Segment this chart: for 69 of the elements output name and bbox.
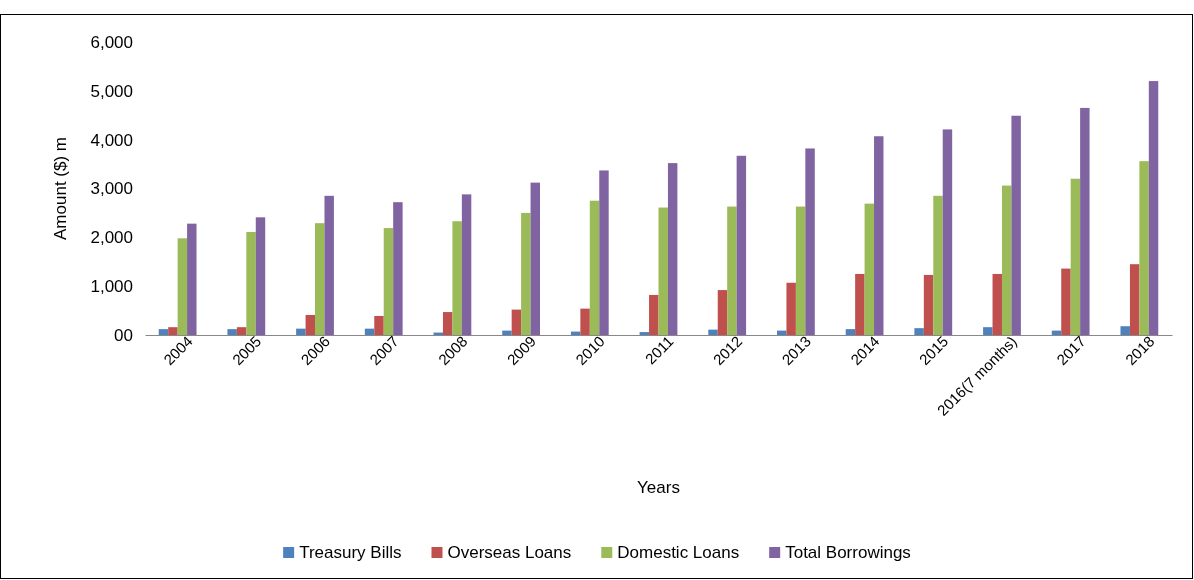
bar	[933, 195, 943, 335]
bar	[855, 273, 865, 335]
bar	[874, 136, 884, 335]
bar	[658, 207, 668, 335]
bar	[296, 328, 306, 335]
bar	[1139, 161, 1149, 335]
bar	[502, 330, 512, 335]
legend-label: Overseas Loans	[447, 543, 572, 562]
bar	[983, 327, 993, 335]
bar	[708, 329, 718, 335]
bar	[1061, 268, 1071, 335]
bar	[236, 327, 247, 335]
bar	[992, 273, 1002, 335]
bar	[168, 327, 178, 335]
bar	[580, 308, 590, 335]
bar	[364, 328, 375, 335]
bar	[845, 329, 856, 335]
bar	[383, 228, 394, 335]
bar	[1120, 326, 1130, 335]
bar	[639, 332, 650, 335]
bar	[923, 274, 934, 335]
bar	[530, 182, 540, 335]
bar	[1129, 264, 1140, 335]
bar	[1001, 185, 1012, 335]
legend-label: Domestic Loans	[617, 543, 740, 562]
bar	[374, 315, 384, 335]
y-tick-label: 2,000	[90, 228, 133, 248]
bar	[1080, 107, 1090, 335]
bar	[1070, 178, 1081, 335]
bar	[324, 195, 334, 335]
bar	[942, 129, 953, 335]
bar	[227, 329, 237, 335]
bar	[1011, 115, 1021, 335]
y-tick-label: 1,000	[90, 277, 133, 297]
bar	[305, 314, 316, 335]
bar	[649, 294, 659, 335]
bar	[393, 202, 403, 335]
legend-label: Total Borrowings	[785, 543, 911, 562]
legend-label: Treasury Bills	[299, 543, 402, 562]
bar	[158, 329, 169, 335]
bar	[442, 312, 453, 335]
bar	[736, 155, 747, 335]
bar	[255, 217, 266, 335]
bar	[589, 200, 600, 335]
y-tick-label: 3,000	[90, 179, 133, 199]
bar	[187, 223, 197, 335]
x-axis-title: Years	[637, 478, 680, 497]
bar	[864, 203, 875, 335]
y-tick-label: 4,000	[90, 130, 133, 150]
bar	[521, 212, 531, 335]
bar	[177, 238, 188, 335]
bar	[727, 206, 737, 335]
bar	[511, 309, 522, 335]
bar	[599, 170, 609, 335]
bar	[246, 231, 256, 335]
y-tick-label: 00	[114, 325, 133, 345]
y-tick-label: 6,000	[90, 32, 133, 52]
bar	[667, 163, 678, 335]
bar	[717, 290, 728, 335]
bar	[1148, 81, 1159, 335]
bar	[805, 148, 815, 335]
y-axis-title: Amount ($) m	[51, 137, 70, 240]
bar	[452, 221, 462, 335]
bar	[315, 223, 325, 335]
bar	[786, 282, 796, 335]
bar	[914, 328, 924, 335]
y-tick-label: 5,000	[90, 81, 133, 101]
bar	[461, 194, 472, 335]
bar	[795, 206, 806, 335]
